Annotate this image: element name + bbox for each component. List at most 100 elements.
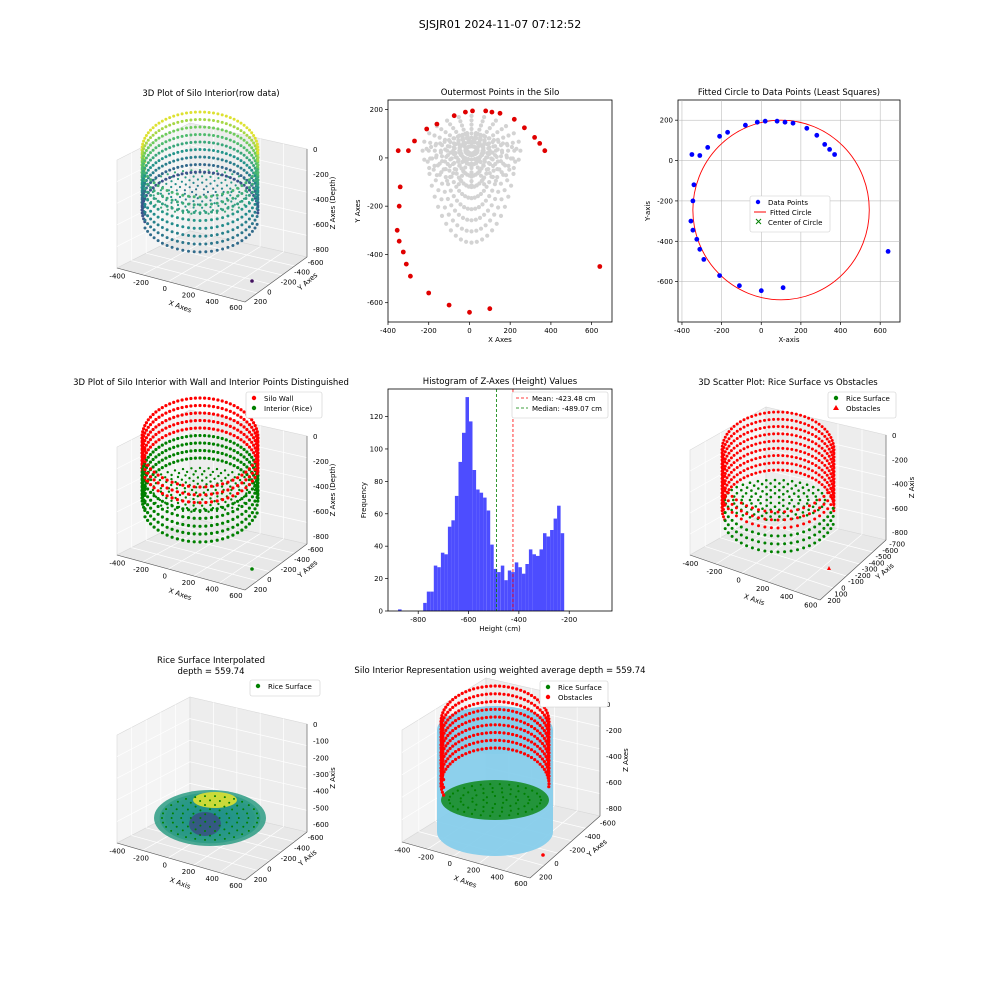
p2-point	[493, 148, 498, 153]
p1-point	[192, 242, 196, 246]
p3-data-point	[690, 227, 696, 233]
p8-point	[533, 696, 537, 700]
p5-bar	[433, 565, 438, 611]
p4-ztick: -400	[313, 483, 329, 491]
p1-point	[204, 195, 208, 199]
p1-point	[181, 201, 185, 205]
p6-point	[810, 469, 814, 473]
p1-point	[256, 151, 260, 155]
p1-point	[160, 157, 164, 161]
p2-point	[442, 189, 447, 194]
p2-xlabel: X Axes	[488, 336, 512, 344]
p4-point	[151, 472, 155, 477]
p1-point	[216, 157, 220, 161]
p8-point	[468, 750, 472, 754]
p4-point	[152, 486, 156, 490]
p8-point	[514, 802, 518, 805]
p1-point	[146, 222, 150, 226]
p1-point	[236, 179, 240, 183]
p4-point	[247, 445, 252, 449]
p1-point	[154, 176, 158, 180]
p1-point	[224, 152, 228, 156]
p6-point	[765, 492, 768, 496]
p4-xtick: 0	[163, 573, 167, 581]
p7-point	[225, 821, 228, 824]
p4-point	[228, 439, 232, 443]
p4-point	[221, 482, 225, 486]
p1-point	[220, 143, 224, 147]
p1-point	[160, 186, 164, 190]
p8-point	[533, 727, 537, 731]
p1-point	[255, 207, 259, 211]
p1-point	[207, 148, 211, 152]
p1-point	[186, 209, 189, 212]
p6-point	[832, 494, 836, 498]
p6-point	[786, 490, 789, 493]
p1-point	[231, 244, 235, 247]
p2-point	[490, 228, 495, 233]
p2-point	[505, 178, 510, 183]
p1-point	[154, 123, 158, 127]
p8-point	[484, 700, 488, 704]
p6-point	[776, 461, 780, 465]
p6-point	[773, 485, 777, 489]
p1-point	[143, 202, 147, 206]
p2-point	[469, 218, 474, 223]
p4-point	[250, 503, 254, 507]
p4-point	[236, 458, 240, 462]
p6-point	[825, 481, 829, 484]
p8-y-axis-line	[529, 815, 601, 879]
p6-point	[750, 489, 753, 492]
p4-point	[207, 396, 211, 401]
p6-point	[798, 498, 802, 502]
p1-point	[149, 143, 152, 147]
p4-point	[144, 421, 148, 425]
p6-ytick: -400	[869, 559, 885, 567]
p1-point	[151, 163, 155, 167]
p8-point	[479, 814, 482, 817]
p6-point	[763, 462, 766, 466]
p7-point	[209, 834, 211, 837]
p4-point	[189, 441, 193, 446]
p6-point	[734, 506, 738, 510]
p4-point	[165, 502, 169, 506]
p2-point	[481, 163, 486, 168]
p6-point	[776, 417, 780, 421]
p3-data-point	[822, 142, 828, 147]
p4-point	[242, 447, 246, 452]
p4-point	[231, 533, 235, 537]
p4-point	[209, 497, 212, 500]
p6-point	[750, 422, 754, 426]
p2-point	[453, 233, 458, 238]
p5-ytick: 120	[370, 413, 383, 421]
p6-point	[759, 502, 762, 505]
p4-point	[239, 423, 243, 427]
p6-point	[723, 464, 727, 468]
p3-ytick: 0	[669, 157, 673, 165]
p2-point	[490, 139, 495, 145]
p4-point	[176, 414, 180, 418]
p6-point	[726, 507, 730, 511]
p6-point	[738, 420, 742, 424]
p6-point	[758, 448, 762, 452]
p6-point	[765, 504, 768, 508]
p2-point	[454, 167, 459, 172]
p2-point	[475, 149, 480, 154]
p6-point	[797, 495, 800, 498]
p1-point	[187, 234, 190, 237]
p2-ylabel: Y Axes	[354, 199, 362, 224]
p6-point	[817, 444, 821, 448]
p6-point	[785, 425, 789, 429]
p1-point	[146, 131, 150, 135]
p4-point	[250, 433, 254, 437]
p2-outer-point	[532, 135, 537, 140]
p8-legend-label: Rice Surface	[558, 684, 602, 692]
p6-point	[727, 437, 731, 441]
p4-point	[215, 491, 219, 495]
p8-point	[456, 808, 459, 811]
p6-point	[802, 522, 806, 526]
p4-point	[192, 516, 196, 520]
p6-point	[738, 456, 742, 460]
p4-point	[224, 408, 228, 412]
p4-point	[144, 428, 148, 432]
